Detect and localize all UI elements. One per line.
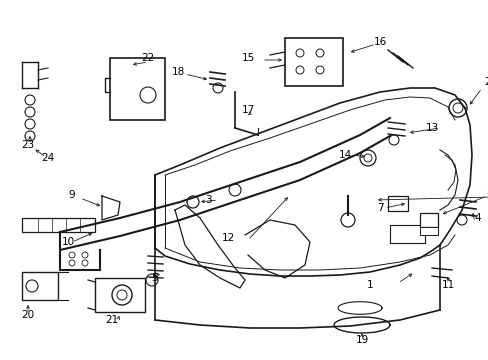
Text: 15: 15	[241, 53, 254, 63]
Text: 20: 20	[21, 310, 35, 320]
Text: 9: 9	[68, 190, 75, 200]
Text: 24: 24	[41, 153, 55, 163]
Bar	[22, 218, 95, 232]
Text: 10: 10	[61, 237, 74, 247]
Text: 13: 13	[425, 123, 438, 133]
Bar	[110, 58, 164, 120]
Bar	[22, 272, 58, 300]
Bar	[419, 227, 437, 235]
Bar	[285, 38, 342, 86]
Bar	[389, 225, 424, 243]
Bar	[419, 213, 437, 227]
Text: 1: 1	[366, 280, 372, 290]
Text: 2: 2	[484, 77, 488, 87]
Text: 19: 19	[355, 335, 368, 345]
Text: 22: 22	[141, 53, 154, 63]
Text: 14: 14	[338, 150, 351, 160]
Text: 17: 17	[241, 105, 254, 115]
Text: 11: 11	[441, 280, 454, 290]
Text: 16: 16	[373, 37, 386, 47]
Bar	[387, 196, 407, 211]
Text: 21: 21	[105, 315, 119, 325]
Bar	[95, 278, 145, 312]
Text: 18: 18	[171, 67, 184, 77]
Text: 4: 4	[474, 213, 480, 223]
Text: 23: 23	[21, 140, 35, 150]
Text: 8: 8	[486, 188, 488, 198]
Text: 12: 12	[221, 233, 234, 243]
Text: 5: 5	[151, 273, 158, 283]
Text: 7: 7	[376, 203, 383, 213]
Text: 3: 3	[204, 195, 211, 205]
